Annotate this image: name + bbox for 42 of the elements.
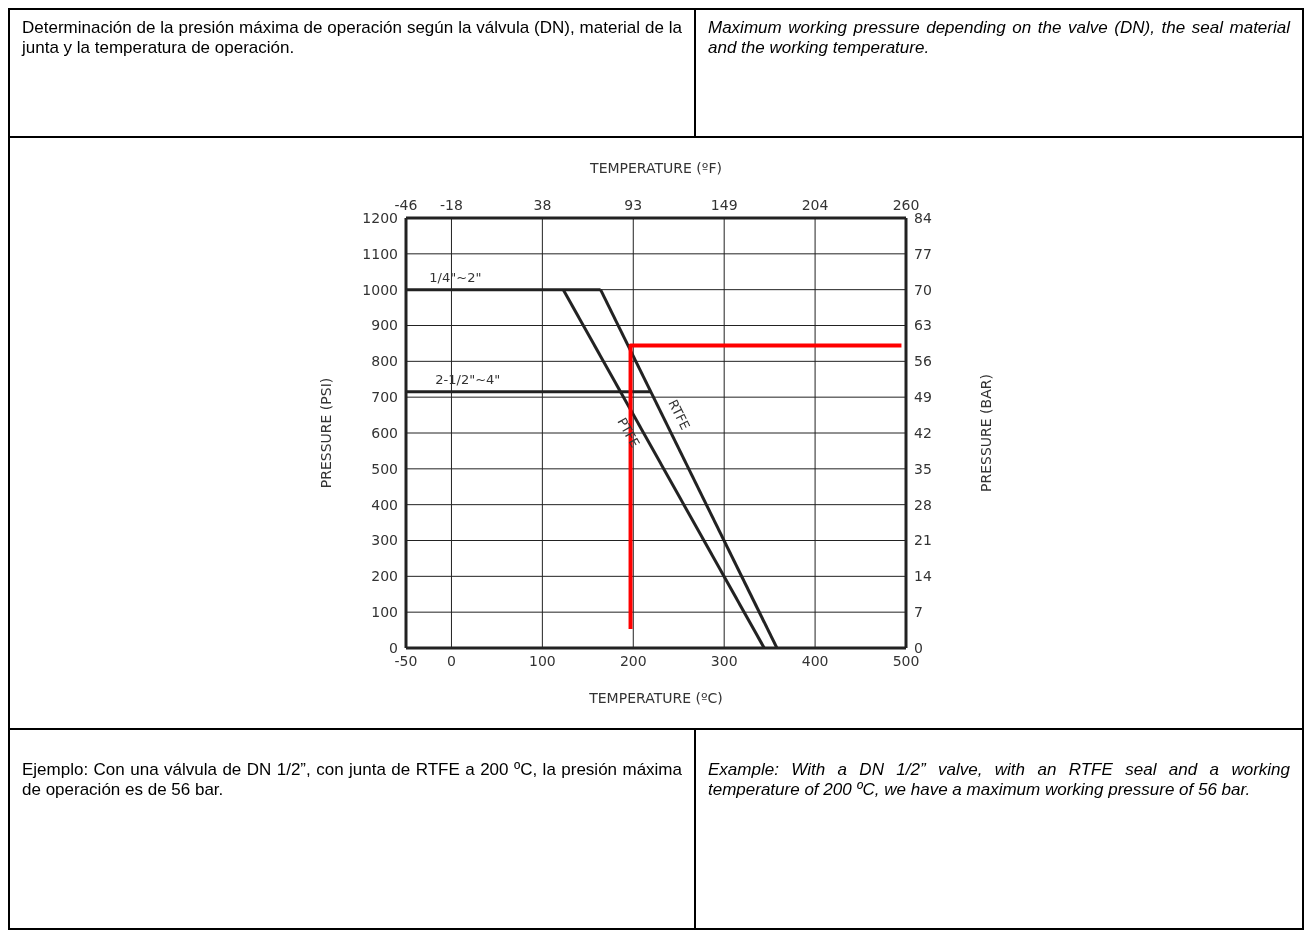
y-tick-label: 600: [371, 424, 398, 441]
x-tick-label: 0: [446, 652, 456, 669]
y2-tick-label: 63: [914, 317, 932, 334]
y2-tick-label: 35: [914, 460, 932, 477]
y2-tick-label: 7: [914, 604, 923, 621]
y-tick-label: 1000: [362, 281, 398, 298]
text: Ejemplo: Con una válvula de DN 1/2”, con junta de RTFE a 200 ºC, la presión máxima de operación es de 56 bar.: [9, 729, 695, 929]
y-tick-label: 100: [371, 604, 398, 621]
y2-tick-label: 28: [914, 496, 932, 513]
y2-tick-label: 77: [914, 245, 932, 262]
y-tick-label: 400: [371, 496, 398, 513]
x-tick-label: 200: [619, 652, 647, 669]
text: PTFE: [614, 415, 643, 450]
y-tick-label: 900: [371, 317, 398, 334]
x2-tick-label: 204: [801, 197, 829, 213]
y2-tick-label: 42: [914, 424, 932, 441]
x2-tick-label: -18: [440, 197, 463, 213]
x-tick-label: 400: [801, 652, 829, 669]
x2-tick-label: 93: [624, 197, 643, 213]
y-tick-label: 200: [371, 568, 398, 585]
x2-axis-title: TEMPERATURE (ºF): [589, 159, 722, 176]
y2-tick-label: 14: [914, 568, 932, 585]
x-tick-label: 100: [529, 652, 556, 669]
y2-tick-label: 56: [914, 353, 932, 370]
x2-tick-label: 149: [710, 197, 738, 213]
y-axis-title: PRESSURE (PSI): [317, 377, 334, 489]
y2-axis-title: PRESSURE (BAR): [977, 374, 994, 492]
text: Example: With a DN 1/2” valve, with an RTFE seal and a working temperature of 200 ºC, we have a maximum working pressure of 56 bar.: [695, 729, 1303, 929]
chart-title: Determinación de la presión máxima de operación según la válvula (DN), material de la junta y la temperatura de operación.: [9, 9, 695, 137]
y2-tick-label: 70: [914, 281, 932, 298]
x-tick-label: 300: [710, 652, 738, 669]
y2-tick-label: 49: [914, 389, 932, 406]
text: RTFE: [665, 397, 693, 433]
y2-tick-label: 21: [914, 532, 932, 549]
y-tick-label: 500: [371, 460, 398, 477]
x2-tick-label: 38: [533, 197, 552, 213]
text: Maximum working pressure depending on the valve (DN), the seal material and the working temperature.: [695, 9, 1303, 137]
y-tick-label: 1100: [362, 245, 398, 262]
y-tick-label: 700: [371, 389, 398, 406]
y-tick-label: 300: [371, 532, 398, 549]
y-tick-label: 800: [371, 353, 398, 370]
x-axis-title: TEMPERATURE (ºC): [588, 690, 723, 706]
